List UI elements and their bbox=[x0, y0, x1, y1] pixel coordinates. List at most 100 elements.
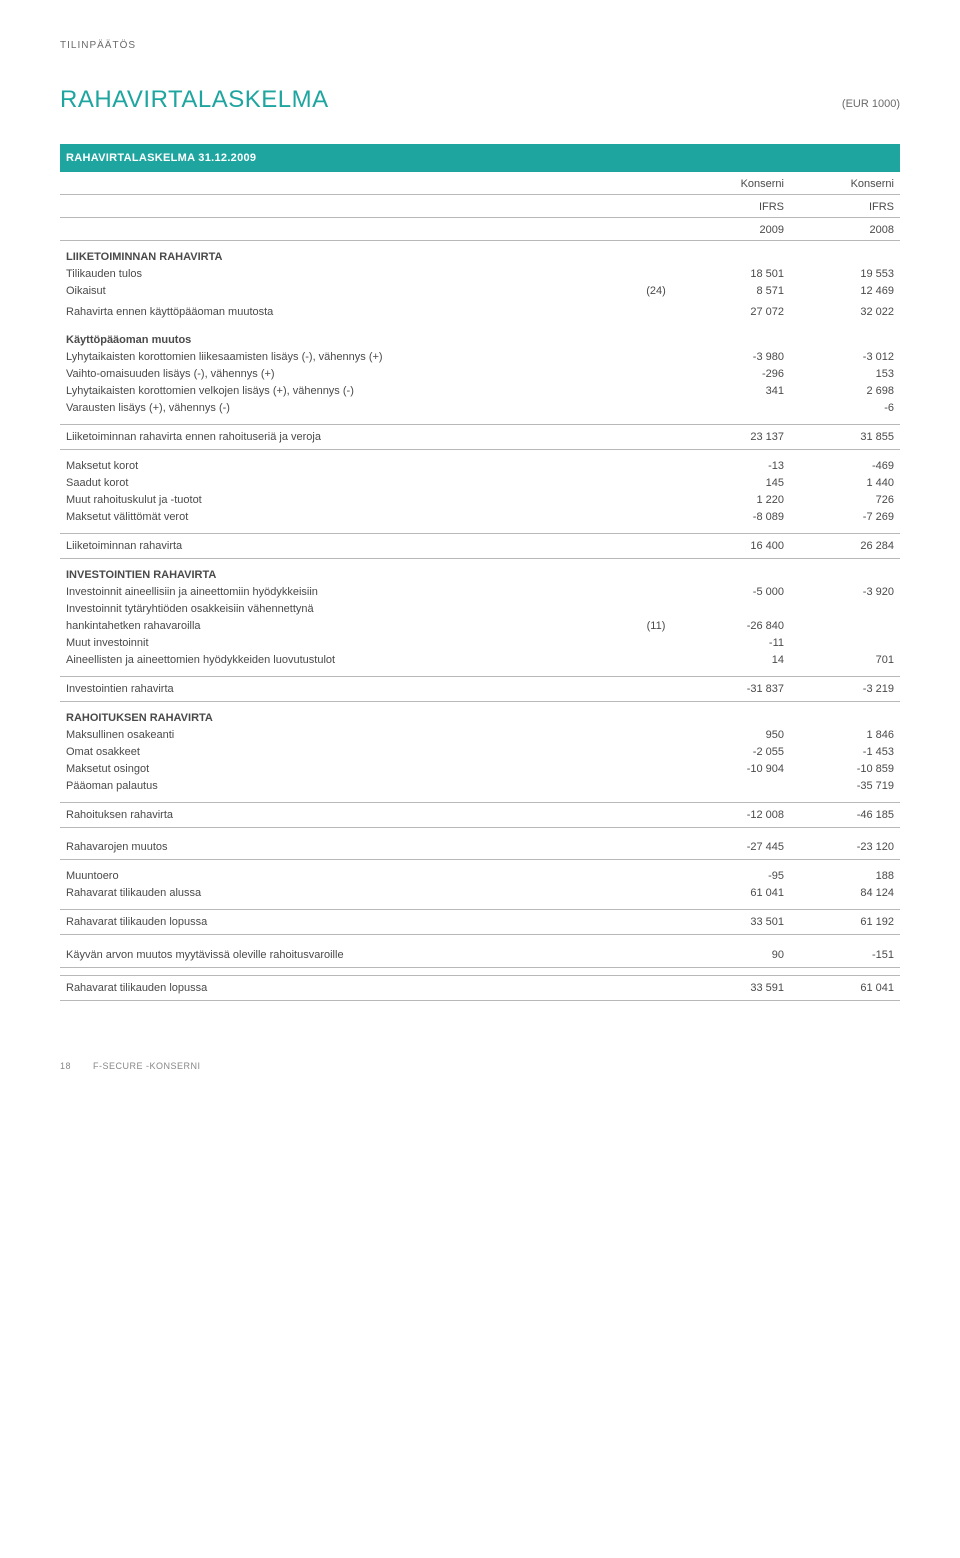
row-value-2009: -12 008 bbox=[680, 802, 790, 827]
table-row bbox=[60, 449, 900, 457]
row-label: Investointien rahavirta bbox=[60, 676, 632, 701]
row-note bbox=[632, 508, 680, 525]
table-row: Investointien rahavirta -31 837-3 219 bbox=[60, 676, 900, 701]
row-note bbox=[632, 676, 680, 701]
table-row: INVESTOINTIEN RAHAVIRTA bbox=[60, 558, 900, 583]
row-value-2009: 61 041 bbox=[680, 885, 790, 902]
row-note bbox=[632, 975, 680, 1000]
row-value-2008: -151 bbox=[790, 943, 900, 968]
table-row: Vaihto-omaisuuden lisäys (-), vähennys (… bbox=[60, 365, 900, 382]
table-row: Varausten lisäys (+), vähennys (-)-6 bbox=[60, 399, 900, 416]
row-value-2009: 1 220 bbox=[680, 491, 790, 508]
row-label: Rahavirta ennen käyttöpääoman muutosta bbox=[60, 300, 632, 324]
cashflow-table: RAHAVIRTALASKELMA 31.12.2009 Konserni Ko… bbox=[60, 144, 900, 1001]
row-value-2009 bbox=[680, 399, 790, 416]
row-note bbox=[632, 885, 680, 902]
row-label: Lyhytaikaisten korottomien velkojen lisä… bbox=[60, 382, 632, 399]
table-row: Liiketoiminnan rahavirta16 40026 284 bbox=[60, 533, 900, 558]
row-value-2009: -2 055 bbox=[680, 743, 790, 760]
table-row bbox=[60, 827, 900, 835]
row-value-2009 bbox=[680, 600, 790, 617]
row-label: hankintahetken rahavaroilla bbox=[60, 617, 632, 634]
table-row: Rahavirta ennen käyttöpääoman muutosta 27… bbox=[60, 300, 900, 324]
row-note bbox=[632, 743, 680, 760]
table-row: Tilikauden tulos18 50119 553 bbox=[60, 266, 900, 283]
table-row: Maksetut osingot-10 904-10 859 bbox=[60, 760, 900, 777]
section-heading: Käyttöpääoman muutos bbox=[60, 324, 900, 349]
section-heading: LIIKETOIMINNAN RAHAVIRTA bbox=[60, 241, 900, 266]
table-row: Aineellisten ja aineettomien hyödykkeide… bbox=[60, 651, 900, 668]
table-row: Rahoituksen rahavirta-12 008-46 185 bbox=[60, 802, 900, 827]
currency-note: (EUR 1000) bbox=[842, 98, 900, 110]
row-value-2009: -95 bbox=[680, 868, 790, 885]
row-value-2008: 32 022 bbox=[790, 300, 900, 324]
table-row: Rahavarat tilikauden lopussa33 50161 192 bbox=[60, 910, 900, 935]
row-note: (24) bbox=[632, 283, 680, 300]
row-value-2009: 33 591 bbox=[680, 975, 790, 1000]
row-label: Liiketoiminnan rahavirta bbox=[60, 533, 632, 558]
row-value-2009: 341 bbox=[680, 382, 790, 399]
row-value-2009: -296 bbox=[680, 365, 790, 382]
row-value-2008: 84 124 bbox=[790, 885, 900, 902]
row-value-2008: 701 bbox=[790, 651, 900, 668]
row-note bbox=[632, 424, 680, 449]
row-label: Maksullinen osakeanti bbox=[60, 726, 632, 743]
row-note bbox=[632, 760, 680, 777]
row-value-2008: 726 bbox=[790, 491, 900, 508]
col-header-2c: 2008 bbox=[790, 218, 900, 241]
page-title: RAHAVIRTALASKELMA bbox=[60, 86, 329, 114]
col-header-1c: 2009 bbox=[680, 218, 790, 241]
row-value-2008: -23 120 bbox=[790, 835, 900, 860]
page-section-label: TILINPÄÄTÖS bbox=[60, 40, 900, 51]
row-note bbox=[632, 382, 680, 399]
row-value-2008 bbox=[790, 600, 900, 617]
row-value-2009: 27 072 bbox=[680, 300, 790, 324]
footer-text: F-SECURE -KONSERNI bbox=[93, 1061, 201, 1071]
row-value-2009: -3 980 bbox=[680, 348, 790, 365]
row-value-2008: -3 012 bbox=[790, 348, 900, 365]
table-row: Käyttöpääoman muutos bbox=[60, 324, 900, 349]
row-label: Maksetut korot bbox=[60, 457, 632, 474]
row-value-2008 bbox=[790, 617, 900, 634]
row-value-2008: 19 553 bbox=[790, 266, 900, 283]
row-value-2009: -31 837 bbox=[680, 676, 790, 701]
table-row bbox=[60, 525, 900, 533]
row-note bbox=[632, 802, 680, 827]
table-row bbox=[60, 794, 900, 802]
table-row: Saadut korot1451 440 bbox=[60, 474, 900, 491]
row-note bbox=[632, 491, 680, 508]
row-label: Aineellisten ja aineettomien hyödykkeide… bbox=[60, 651, 632, 668]
table-row: RAHOITUKSEN RAHAVIRTA bbox=[60, 701, 900, 726]
table-row: Lyhytaikaisten korottomien velkojen lisä… bbox=[60, 382, 900, 399]
row-note bbox=[632, 835, 680, 860]
row-label: Rahavarat tilikauden lopussa bbox=[60, 975, 632, 1000]
row-note bbox=[632, 348, 680, 365]
row-label: Maksetut osingot bbox=[60, 760, 632, 777]
row-value-2008: -469 bbox=[790, 457, 900, 474]
row-note bbox=[632, 868, 680, 885]
row-value-2008: 61 041 bbox=[790, 975, 900, 1000]
row-label: Rahavarojen muutos bbox=[60, 835, 632, 860]
table-row: Rahavarat tilikauden lopussa 33 59161 041 bbox=[60, 975, 900, 1000]
table-row: Maksetut korot-13-469 bbox=[60, 457, 900, 474]
row-value-2009: 23 137 bbox=[680, 424, 790, 449]
row-value-2009: 33 501 bbox=[680, 910, 790, 935]
row-value-2008: -3 219 bbox=[790, 676, 900, 701]
table-row: Oikaisut(24)8 57112 469 bbox=[60, 283, 900, 300]
row-note bbox=[632, 365, 680, 382]
row-note bbox=[632, 600, 680, 617]
row-value-2009: -27 445 bbox=[680, 835, 790, 860]
row-label: Käyvän arvon muutos myytävissä oleville … bbox=[60, 943, 632, 968]
row-value-2008: -7 269 bbox=[790, 508, 900, 525]
row-note bbox=[632, 399, 680, 416]
row-value-2008: 61 192 bbox=[790, 910, 900, 935]
table-row: LIIKETOIMINNAN RAHAVIRTA bbox=[60, 241, 900, 266]
table-row: Käyvän arvon muutos myytävissä oleville … bbox=[60, 943, 900, 968]
table-row: Pääoman palautus-35 719 bbox=[60, 777, 900, 794]
table-row: Muuntoero-95188 bbox=[60, 868, 900, 885]
row-value-2008: 153 bbox=[790, 365, 900, 382]
page-footer: 18 F-SECURE -KONSERNI bbox=[60, 1061, 900, 1071]
row-note bbox=[632, 300, 680, 324]
row-label: Rahavarat tilikauden alussa bbox=[60, 885, 632, 902]
row-value-2008: -1 453 bbox=[790, 743, 900, 760]
